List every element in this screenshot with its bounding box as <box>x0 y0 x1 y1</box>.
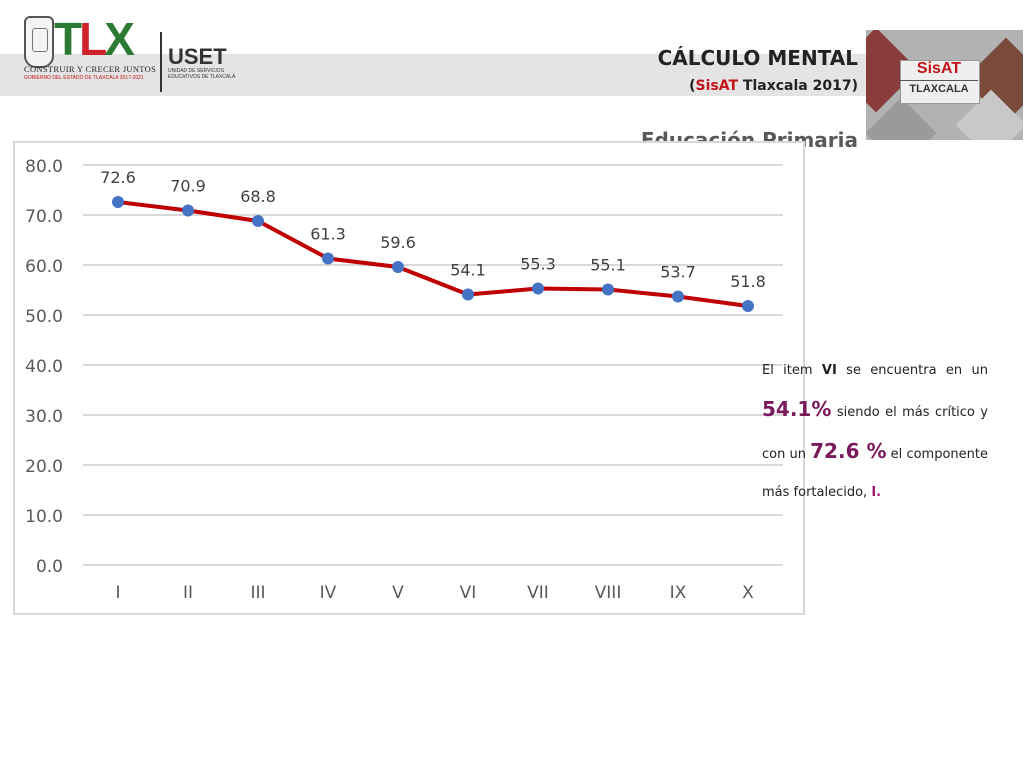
data-label: 55.1 <box>590 256 626 275</box>
data-point <box>602 283 614 296</box>
data-point <box>462 288 474 301</box>
data-point <box>392 261 404 273</box>
chart-svg: 0.010.020.030.040.050.060.070.080.0I II II… <box>25 157 783 603</box>
x-tick-label: VIII <box>595 583 622 603</box>
data-label: 70.9 <box>170 177 206 196</box>
data-point <box>112 196 124 208</box>
data-label: 72.6 <box>100 168 136 187</box>
series-line <box>117 200 749 308</box>
data-label: 55.3 <box>520 255 556 274</box>
y-tick-label: 20.0 <box>25 457 63 477</box>
y-tick-label: 50.0 <box>25 307 63 327</box>
sisat-logo-name: SisAT <box>916 60 962 77</box>
data-label: 68.8 <box>240 187 276 206</box>
lowest-percentage: 54.1% <box>762 397 832 421</box>
x-tick-label: VII <box>527 583 549 603</box>
y-tick-label: 40.0 <box>25 357 63 377</box>
tlx-slogan: CONSTRUIR Y CRECER JUNTOS <box>24 64 157 74</box>
analysis-note: El item VI se encuentra en un 54.1% sien… <box>762 363 988 500</box>
y-tick-label: 70.0 <box>25 207 63 227</box>
x-tick-label: V <box>392 583 404 603</box>
data-point <box>672 290 684 303</box>
tlx-wordmark: TLX <box>54 13 135 65</box>
x-tick-label: I <box>115 583 120 603</box>
sisat-label: SisAT <box>695 78 739 94</box>
y-tick-label: 0.0 <box>36 557 63 577</box>
data-point <box>322 252 334 265</box>
data-point <box>252 215 264 227</box>
y-tick-label: 60.0 <box>25 257 63 277</box>
x-tick-label: IX <box>670 583 687 603</box>
highest-percentage: 72.6 % <box>810 439 887 463</box>
data-point <box>742 300 754 312</box>
line-chart: 0.0 10.0 20.0 30.0 40.0 50.0 60.0 70.0 80.0 I II II… <box>13 141 805 615</box>
critical-item: VI <box>821 363 837 378</box>
data-label: 59.6 <box>380 233 416 252</box>
header-band <box>0 54 866 96</box>
data-point <box>532 282 544 295</box>
sisat-logo-state: TLAXCALA <box>900 80 978 95</box>
tlx-government: GOBIERNO DEL ESTADO DE TLAXCALA 2017-202… <box>24 75 144 81</box>
page-subtitle: (SisAT Tlaxcala 2017) <box>689 78 858 94</box>
data-label: 61.3 <box>310 225 346 244</box>
data-point <box>182 204 194 217</box>
data-label: 51.8 <box>730 272 766 291</box>
x-tick-label: X <box>742 583 754 603</box>
strongest-item: I. <box>871 485 882 500</box>
y-tick-label: 10.0 <box>25 507 63 527</box>
uset-subtitle: UNIDAD DE SERVICIOS EDUCATIVOS DE TLAXCA… <box>168 68 236 80</box>
tlx-logo: TLX CONSTRUIR Y CRECER JUNTOS GOBIERNO D… <box>22 13 235 92</box>
x-tick-label: II <box>183 583 193 603</box>
uset-logo: USET <box>168 44 227 69</box>
y-tick-label: 30.0 <box>25 407 63 427</box>
page-title: CÁLCULO MENTAL <box>657 46 858 70</box>
x-tick-label: VI <box>460 583 477 603</box>
data-label: 53.7 <box>660 263 696 282</box>
sisat-logo: SisAT TLAXCALA <box>866 30 1023 140</box>
data-label: 54.1 <box>450 261 486 280</box>
logo-divider <box>160 32 162 92</box>
y-tick-label: 80.0 <box>25 157 63 177</box>
state-seal-icon <box>24 16 54 68</box>
x-tick-label: III <box>250 583 265 603</box>
x-tick-label: IV <box>320 583 337 603</box>
